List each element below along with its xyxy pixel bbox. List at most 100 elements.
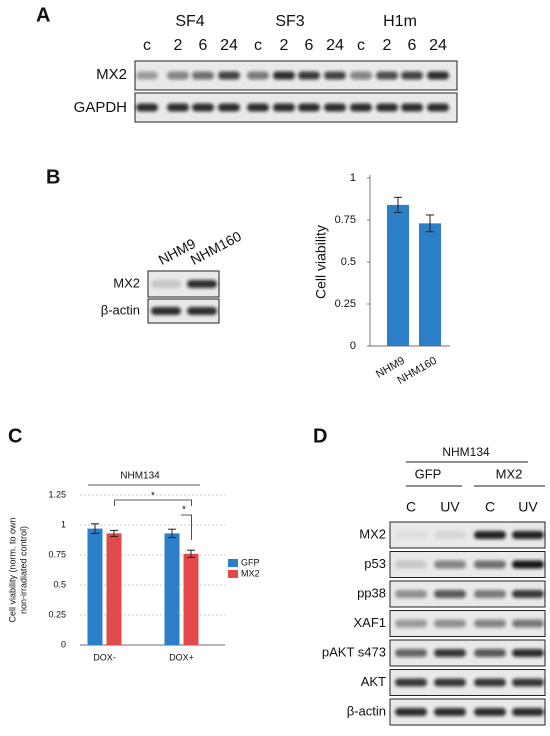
band — [187, 280, 217, 288]
band — [324, 103, 346, 112]
group-label: SF3 — [275, 13, 304, 30]
y-tick-label: 0 — [61, 639, 66, 649]
blot-strip — [389, 551, 546, 578]
x-tick-label: DOX+ — [169, 652, 194, 662]
legend-label: MX2 — [241, 568, 260, 578]
group-label: GFP — [415, 466, 442, 481]
row-label: MX2 — [359, 526, 386, 541]
bar — [183, 553, 199, 645]
band — [474, 619, 506, 628]
group-label: MX2 — [496, 466, 523, 481]
row-label: MX2 — [113, 275, 140, 290]
band — [167, 71, 189, 80]
error-bar — [110, 529, 118, 537]
blot-strip — [389, 521, 546, 549]
bar — [419, 223, 441, 346]
band — [324, 71, 346, 80]
blot-strip — [134, 60, 458, 91]
row-label: AKT — [361, 674, 386, 689]
lane-label: 24 — [220, 37, 238, 54]
blot-strip — [147, 298, 220, 324]
band — [427, 71, 449, 80]
band — [401, 103, 423, 112]
y-tick-label: 0.5 — [53, 579, 66, 589]
bar — [164, 533, 180, 645]
legend-swatch — [228, 559, 238, 567]
blot-strip — [134, 92, 458, 123]
significance-bracket — [181, 514, 192, 540]
y-axis-label: Cell viability — [313, 225, 329, 299]
lane-label: 2 — [383, 37, 392, 54]
y-axis-label: non-irradiated control) — [18, 526, 28, 614]
y-axis-label: Cell viability (norm. to own — [7, 517, 17, 622]
row-label: XAF1 — [353, 615, 386, 630]
band — [474, 590, 506, 598]
band — [434, 619, 466, 628]
panel-label: B — [46, 166, 60, 188]
band — [395, 590, 427, 598]
bar — [387, 204, 409, 346]
blot-strip — [389, 698, 546, 726]
significance-label: * — [182, 505, 186, 516]
band — [151, 280, 181, 288]
row-label: GAPDH — [74, 99, 127, 116]
band — [395, 619, 427, 628]
band — [512, 531, 544, 539]
y-tick-label: 0.5 — [341, 256, 356, 268]
cell-line: NHM134 — [442, 445, 490, 459]
y-tick-label: 0.25 — [48, 609, 66, 619]
lane-label: 24 — [429, 37, 447, 54]
band — [474, 560, 506, 569]
error-bar — [187, 549, 195, 558]
lane-label: 2 — [174, 37, 183, 54]
lane-label: 6 — [199, 37, 208, 54]
bar — [87, 528, 103, 645]
lane-label: 24 — [326, 37, 344, 54]
group-label: H1m — [383, 13, 417, 30]
panel-label: C — [8, 425, 22, 447]
significance-label: * — [151, 491, 155, 502]
lane-label: UV — [518, 499, 538, 515]
band — [434, 649, 466, 657]
x-tick-label: DOX- — [93, 652, 116, 662]
lane-label: UV — [440, 499, 460, 515]
y-tick-label: 0.25 — [335, 298, 356, 310]
band — [434, 590, 466, 598]
row-label: β-actin — [347, 703, 386, 718]
band — [187, 307, 217, 315]
lane-label: c — [254, 37, 262, 54]
y-tick-label: 0.75 — [48, 549, 66, 559]
band — [247, 71, 269, 80]
band — [192, 71, 214, 80]
error-bar — [91, 523, 99, 534]
band — [474, 678, 506, 687]
band — [247, 103, 269, 112]
band — [298, 71, 320, 80]
band — [395, 708, 427, 716]
lane-label: c — [357, 37, 365, 54]
lane-label: C — [485, 499, 495, 515]
band — [376, 71, 398, 80]
y-tick-label: 1 — [61, 519, 66, 529]
band — [434, 531, 466, 539]
band — [136, 71, 158, 80]
band — [474, 649, 506, 657]
blot-strip — [389, 669, 546, 696]
band — [395, 678, 427, 687]
y-tick-label: 0 — [350, 340, 356, 352]
row-label: pAKT s473 — [322, 644, 386, 659]
lane-label: 6 — [408, 37, 417, 54]
bar — [106, 533, 122, 645]
band — [395, 649, 427, 657]
band — [218, 103, 240, 112]
lane-label: c — [143, 37, 151, 54]
band — [434, 560, 466, 569]
error-bar — [394, 196, 402, 213]
band — [474, 531, 506, 539]
annotation: NHM134 — [120, 471, 160, 482]
band — [434, 678, 466, 687]
blot-strip — [389, 580, 546, 608]
band — [395, 531, 427, 539]
band — [395, 560, 427, 569]
